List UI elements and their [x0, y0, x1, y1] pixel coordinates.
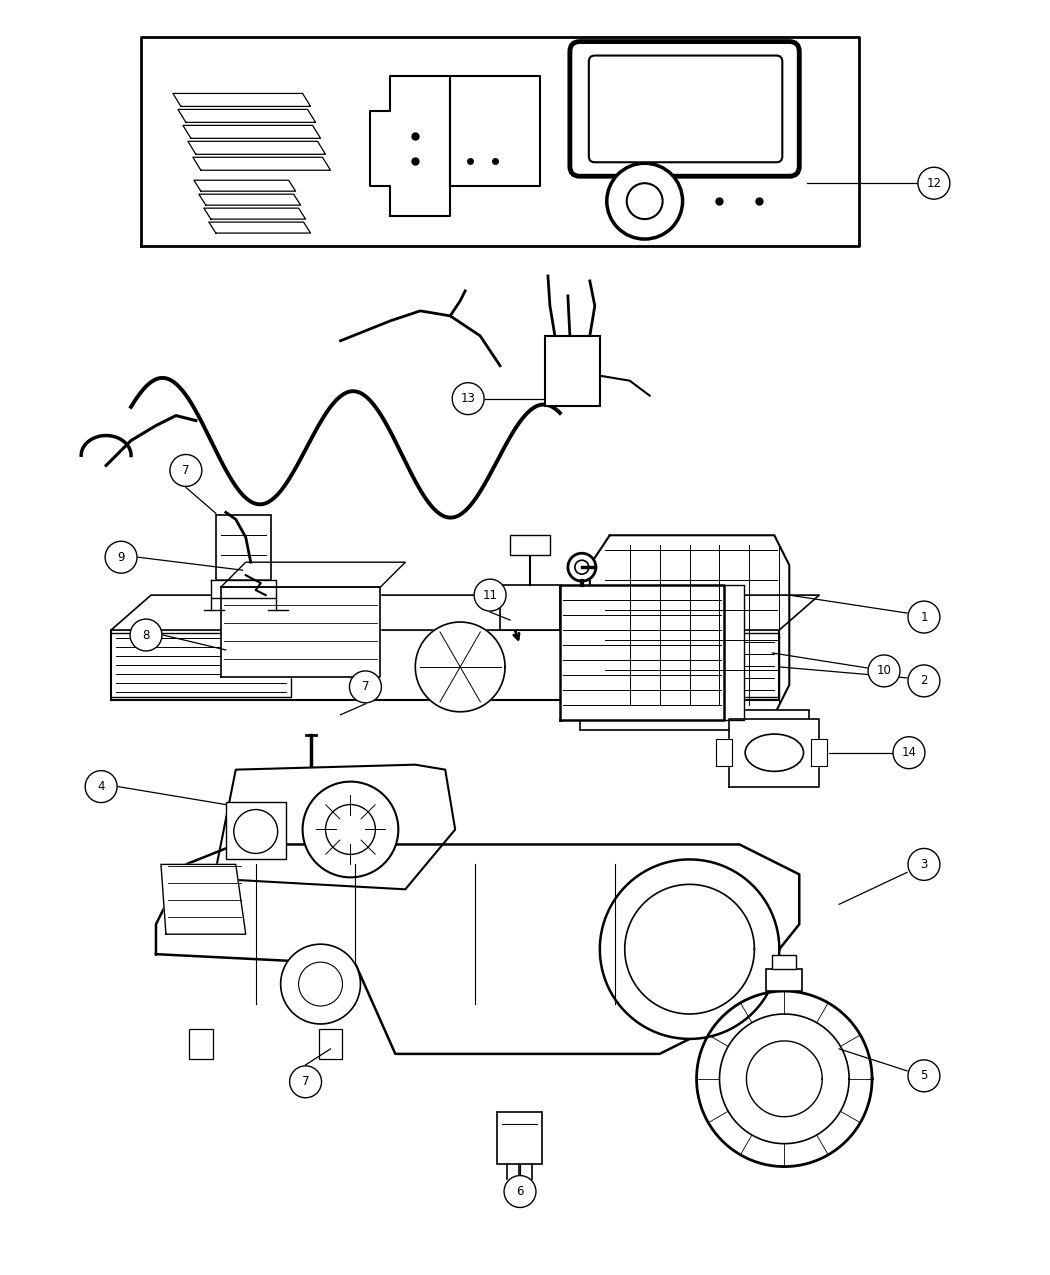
Polygon shape [193, 157, 331, 171]
Circle shape [130, 620, 162, 652]
Polygon shape [209, 222, 311, 233]
Text: 7: 7 [301, 1075, 310, 1089]
Polygon shape [812, 740, 827, 766]
Circle shape [290, 1066, 321, 1098]
Polygon shape [161, 864, 246, 935]
Circle shape [892, 737, 925, 769]
Polygon shape [416, 622, 505, 711]
Circle shape [453, 382, 484, 414]
Polygon shape [220, 562, 405, 586]
Polygon shape [600, 859, 779, 1039]
Text: 7: 7 [182, 464, 190, 477]
Circle shape [105, 542, 138, 574]
Circle shape [607, 163, 682, 238]
Polygon shape [198, 194, 300, 205]
Text: 6: 6 [517, 1184, 524, 1198]
FancyBboxPatch shape [589, 56, 782, 162]
Polygon shape [696, 991, 873, 1167]
Polygon shape [188, 142, 326, 154]
Text: 3: 3 [920, 858, 927, 871]
Bar [497, 1112, 542, 1164]
Bar [510, 536, 550, 555]
Polygon shape [177, 110, 316, 122]
Bar [189, 1029, 213, 1058]
Circle shape [350, 671, 381, 703]
Ellipse shape [746, 734, 803, 771]
Polygon shape [111, 595, 819, 630]
Polygon shape [216, 765, 456, 890]
Text: 7: 7 [361, 681, 370, 694]
Text: 5: 5 [920, 1070, 927, 1082]
Circle shape [908, 1060, 940, 1091]
Circle shape [280, 945, 360, 1024]
Polygon shape [560, 585, 724, 720]
Circle shape [302, 782, 398, 877]
Polygon shape [590, 536, 790, 715]
Circle shape [868, 655, 900, 687]
Polygon shape [173, 93, 311, 106]
Polygon shape [371, 76, 450, 217]
Circle shape [170, 454, 202, 486]
Circle shape [504, 1176, 536, 1207]
Bar [216, 515, 271, 580]
Circle shape [85, 770, 118, 802]
Text: 12: 12 [926, 177, 942, 190]
Polygon shape [220, 586, 380, 677]
Bar [318, 1029, 342, 1058]
Bar [580, 710, 810, 729]
Circle shape [568, 553, 595, 581]
Polygon shape [183, 125, 320, 138]
Circle shape [475, 579, 506, 611]
Polygon shape [450, 76, 540, 186]
Bar [500, 585, 560, 630]
Circle shape [918, 167, 950, 199]
Text: 4: 4 [98, 780, 105, 793]
Text: 9: 9 [118, 551, 125, 564]
Polygon shape [194, 180, 296, 191]
Polygon shape [724, 585, 744, 720]
Text: 8: 8 [143, 629, 150, 641]
Text: 10: 10 [877, 664, 891, 677]
Polygon shape [730, 719, 819, 787]
Circle shape [908, 666, 940, 697]
Text: 13: 13 [461, 393, 476, 405]
Circle shape [908, 848, 940, 880]
FancyBboxPatch shape [570, 42, 799, 176]
Bar [766, 969, 802, 991]
Polygon shape [204, 208, 306, 219]
Bar [545, 335, 600, 405]
Polygon shape [111, 630, 779, 700]
Text: 14: 14 [902, 746, 917, 759]
Text: 1: 1 [920, 611, 928, 623]
Text: 11: 11 [483, 589, 498, 602]
Circle shape [908, 601, 940, 632]
Text: 2: 2 [920, 674, 928, 687]
Polygon shape [716, 740, 733, 766]
Polygon shape [156, 844, 799, 1054]
Polygon shape [211, 580, 276, 598]
Bar [773, 955, 796, 969]
Bar [226, 802, 286, 859]
